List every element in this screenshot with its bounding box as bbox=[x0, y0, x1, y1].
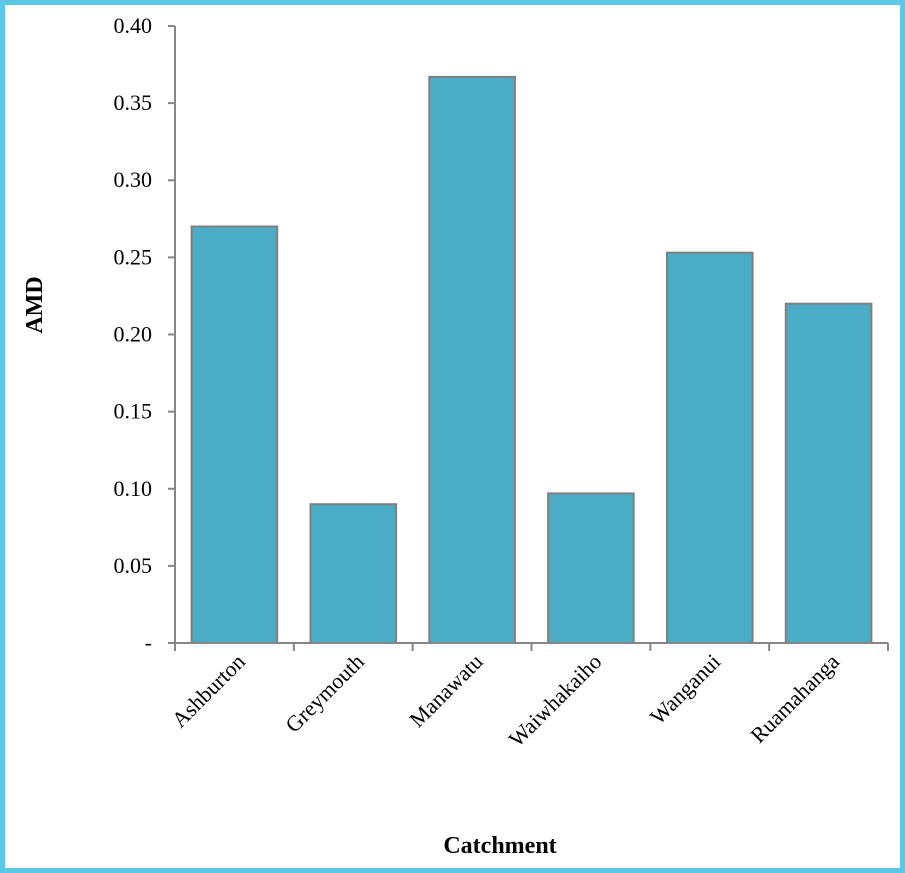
bar-manawatu bbox=[428, 75, 516, 644]
bars-group bbox=[190, 75, 873, 645]
y-tick-label: 0.40 bbox=[114, 13, 153, 38]
bar-greymouth bbox=[309, 503, 398, 645]
y-ticks-group: - 0.05 0.10 0.15 0.20 0.25 0.30 0.35 0.40 bbox=[114, 13, 175, 655]
y-tick-label: 0.30 bbox=[114, 167, 153, 192]
bar-ashburton bbox=[190, 225, 279, 644]
x-category-label: Ruamahanga bbox=[745, 649, 844, 748]
axes-group bbox=[174, 26, 888, 644]
y-tick-label: - bbox=[145, 630, 152, 655]
y-axis-title: AMD bbox=[22, 276, 48, 333]
y-tick-label: 0.35 bbox=[114, 90, 153, 115]
x-category-label: Waiwhakaiho bbox=[504, 649, 607, 752]
y-tick-label: 0.05 bbox=[114, 553, 153, 578]
x-category-label: Wanganui bbox=[645, 649, 725, 729]
x-category-label: Ashburton bbox=[167, 649, 250, 732]
x-axis-title: Catchment bbox=[443, 833, 556, 859]
y-tick-label: 0.15 bbox=[114, 399, 153, 424]
x-category-label: Manawatu bbox=[404, 649, 487, 732]
y-tick-label: 0.10 bbox=[114, 476, 153, 501]
y-tick-label: 0.25 bbox=[114, 244, 153, 269]
bar-ruamahanga bbox=[784, 302, 873, 644]
bar-waiwhakaiho bbox=[547, 492, 635, 644]
x-ticks-group: Ashburton Greymouth Manawatu Waiwhakaiho Wan… bbox=[167, 643, 889, 752]
y-tick-label: 0.20 bbox=[114, 322, 153, 347]
bar-wanganui bbox=[666, 251, 754, 644]
x-category-label: Greymouth bbox=[280, 649, 369, 738]
